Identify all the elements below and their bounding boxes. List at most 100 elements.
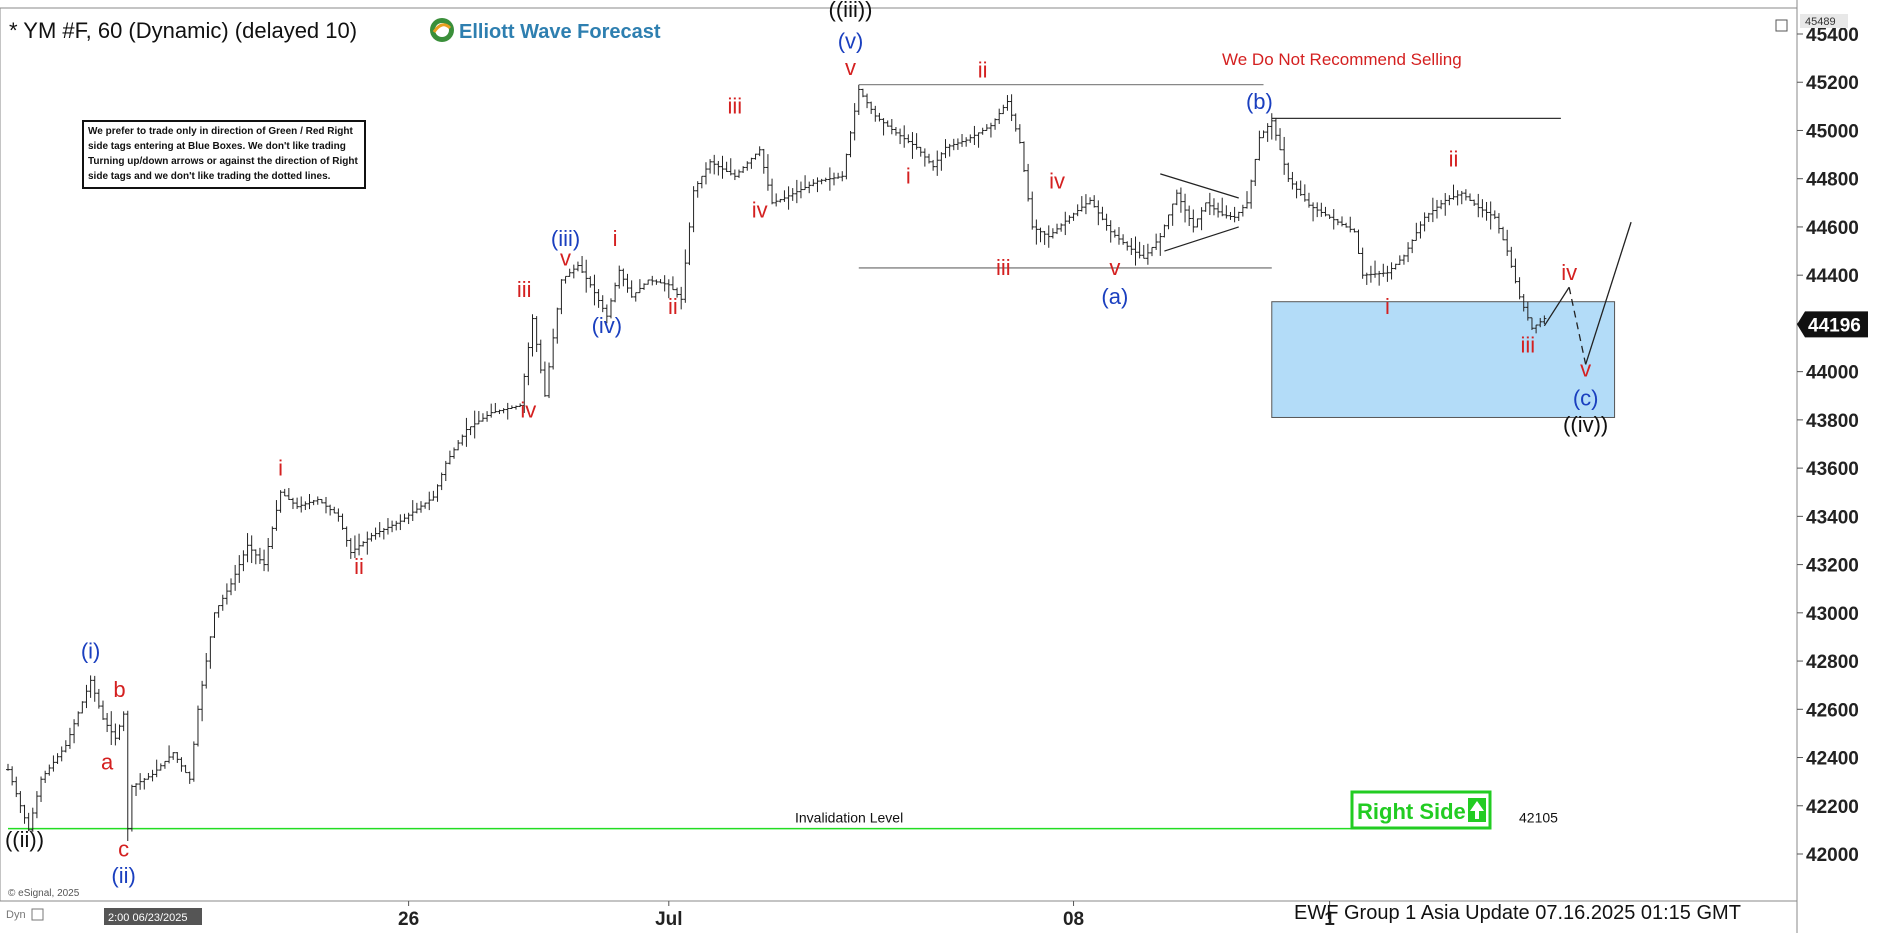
wave-label: i xyxy=(1385,294,1390,319)
right-side-box xyxy=(1350,790,1492,830)
up-arrow-head xyxy=(1470,801,1484,819)
dyn-icon[interactable] xyxy=(31,908,44,921)
right-side-tag: Right Side xyxy=(1350,790,1492,830)
wave-label: iv xyxy=(1561,260,1577,285)
y-tick-label: 42800 xyxy=(1806,652,1859,673)
y-tick-label: 44600 xyxy=(1806,218,1859,239)
footer-update: EWF Group 1 Asia Update 07.16.2025 01:15… xyxy=(1294,902,1741,924)
wave-label: i xyxy=(613,226,618,251)
time-axis: 26 Jul 08 1 xyxy=(398,901,1335,930)
wave-label: c xyxy=(118,836,129,861)
projection-final-up xyxy=(1585,221,1632,365)
wave-label: (iv) xyxy=(592,313,623,338)
y-tick-label: 43400 xyxy=(1806,507,1859,528)
time-box-label: 2:00 06/23/2025 xyxy=(108,912,188,924)
y-tick-label: 45400 xyxy=(1806,25,1859,46)
y-tick-label: 44400 xyxy=(1806,266,1859,287)
wave-label: v xyxy=(845,55,856,80)
note-line-1: We prefer to trade only in direction of … xyxy=(88,126,354,137)
y-tick-label: 42200 xyxy=(1806,797,1859,818)
wave-label: ii xyxy=(978,57,988,82)
trading-note: We prefer to trade only in direction of … xyxy=(82,120,366,189)
wave-label: ii xyxy=(1449,147,1459,172)
brand-logo: Elliott Wave Forecast xyxy=(430,18,661,43)
x-tick-label: 1 xyxy=(1324,909,1335,930)
wave-label: iii xyxy=(996,255,1011,280)
y-tick-label: 44800 xyxy=(1806,170,1859,191)
wave-label: i xyxy=(906,164,911,189)
invalidation-label: Invalidation Level xyxy=(795,810,903,826)
up-arrow-icon xyxy=(1468,798,1486,822)
note-box xyxy=(82,120,366,189)
time-box xyxy=(104,908,202,925)
wave-label: v xyxy=(1109,255,1120,280)
copyright: © eSignal, 2025 xyxy=(8,888,80,899)
top-price-tag-box xyxy=(1800,14,1848,28)
current-price-tag: 44196 xyxy=(1797,311,1868,338)
wave-label: iii xyxy=(728,94,743,119)
wave-label: ((iii)) xyxy=(829,0,873,22)
wave-label: iii xyxy=(1521,332,1536,357)
y-tick-label: 44000 xyxy=(1806,363,1859,384)
blue-box-layer xyxy=(1271,301,1616,418)
wave-label: ii xyxy=(668,294,678,319)
note-line-2: side tags entering at Blue Boxes. We don… xyxy=(88,141,346,152)
triangle-upper xyxy=(1160,173,1239,199)
wave-label: iv xyxy=(520,397,536,422)
y-tick-label: 43800 xyxy=(1806,411,1859,432)
wave-label: ii xyxy=(354,554,364,579)
wave-label: (b) xyxy=(1246,89,1273,114)
y-tick-label: 43000 xyxy=(1806,604,1859,625)
y-tick-label: 45000 xyxy=(1806,121,1859,142)
x-tick-label: 08 xyxy=(1063,909,1084,930)
y-tick-label: 43200 xyxy=(1806,556,1859,577)
warning-text: We Do Not Recommend Selling xyxy=(1222,50,1462,69)
triangle-pattern xyxy=(1160,173,1239,252)
projection-path xyxy=(1543,221,1632,365)
wave-label: (i) xyxy=(81,639,101,664)
wave-label: (a) xyxy=(1101,284,1128,309)
wave-label: ((ii)) xyxy=(5,827,44,852)
ohlc-bars xyxy=(6,84,1547,841)
y-tick-label: 45200 xyxy=(1806,73,1859,94)
triangle-lower xyxy=(1164,226,1239,252)
y-tick-label: 43600 xyxy=(1806,459,1859,480)
wave-labels: ((ii))(i)abc(ii)iiiiiiiv(iii)v(iv)iiiiii… xyxy=(5,0,1608,888)
wave-label: i xyxy=(278,455,283,480)
x-tick-label: 26 xyxy=(398,909,419,930)
projection-down-dashed xyxy=(1568,287,1587,365)
y-tick-label: 42000 xyxy=(1806,845,1859,866)
level-lines xyxy=(8,84,1561,830)
top-price-tag: 45489 xyxy=(1805,16,1836,28)
logo-swirl-icon xyxy=(432,23,452,33)
right-side-label: Right Side xyxy=(1357,799,1466,824)
wave-label: ((iv)) xyxy=(1563,412,1608,437)
current-price-tag-shape xyxy=(1797,311,1868,338)
wave-label: iv xyxy=(752,197,768,222)
wave-label: a xyxy=(101,750,114,775)
wave-label: v xyxy=(560,246,571,271)
projection-up xyxy=(1543,286,1570,327)
note-line-3: Turning up/down arrows or against the di… xyxy=(88,156,358,167)
window-button[interactable] xyxy=(1775,19,1788,32)
wave-label: v xyxy=(1580,356,1591,381)
price-axis: 42000 42200 42400 42600 42800 43000 43200 43400… xyxy=(1797,25,1859,866)
invalidation-value: 42105 xyxy=(1519,810,1558,826)
y-tick-label: 42600 xyxy=(1806,700,1859,721)
dyn-label: Dyn xyxy=(6,909,26,921)
note-line-4: side tags and we don't like trading the … xyxy=(88,171,331,182)
wave-label: (c) xyxy=(1573,385,1599,410)
y-tick-label: 42400 xyxy=(1806,749,1859,770)
wave-label: (iii) xyxy=(551,226,580,251)
x-tick-label: Jul xyxy=(655,909,682,930)
wave-label: iv xyxy=(1049,168,1065,193)
wave-label: b xyxy=(113,677,125,702)
wave-label: (ii) xyxy=(111,863,135,888)
wave-label: iii xyxy=(517,277,532,302)
blue-box xyxy=(1271,301,1616,418)
current-price: 44196 xyxy=(1808,315,1861,336)
symbol-title: * YM #F, 60 (Dynamic) (delayed 10) xyxy=(9,18,357,43)
brand-name: Elliott Wave Forecast xyxy=(459,21,661,43)
wave-label: (v) xyxy=(838,28,864,53)
